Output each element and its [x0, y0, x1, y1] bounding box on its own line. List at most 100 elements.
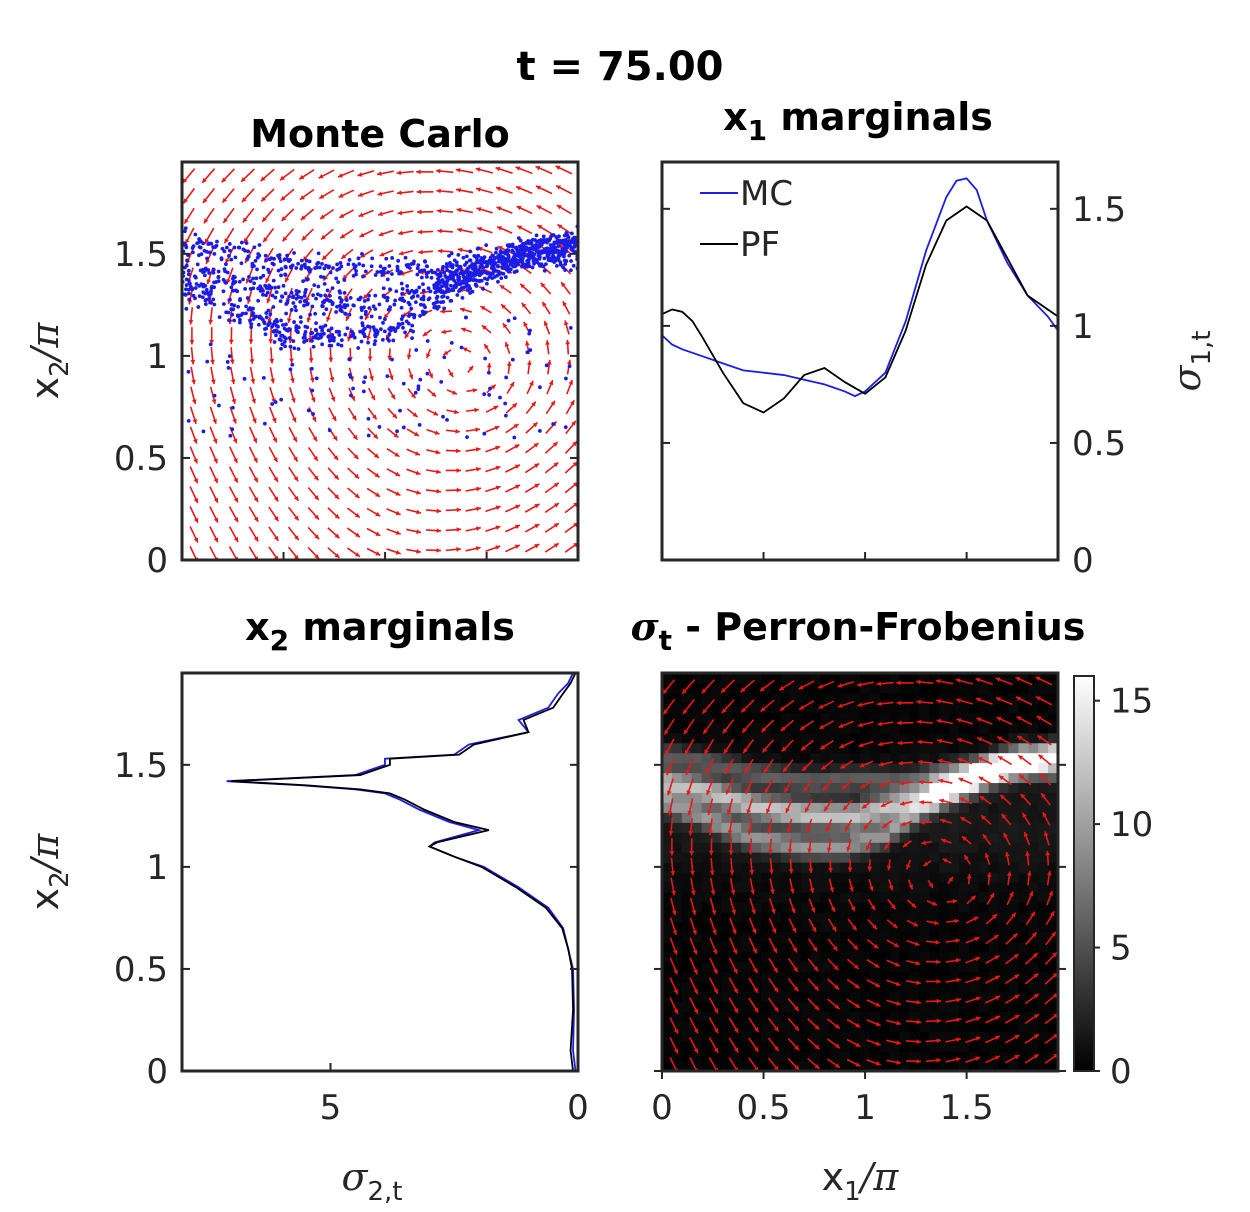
x1m-lines	[662, 177, 1058, 414]
heatmap-cell	[751, 1061, 762, 1071]
mc-point	[417, 423, 422, 427]
heatmap-cell	[820, 1061, 831, 1071]
heatmap-cell	[810, 901, 821, 913]
mc-point	[524, 245, 529, 250]
mc-point	[381, 286, 386, 291]
heatmap-cell	[711, 852, 722, 863]
heatmap-cell	[711, 971, 722, 983]
heatmap-cell	[929, 941, 940, 953]
vector-arrow-head	[499, 285, 505, 290]
heatmap-cell	[889, 971, 901, 983]
heatmap-cell	[662, 812, 673, 823]
heatmap-cell	[988, 782, 1000, 793]
heatmap-cell	[899, 991, 911, 1002]
mc-point	[271, 329, 276, 334]
mc-point	[562, 250, 567, 254]
heatmap-cell	[731, 981, 742, 992]
heatmap-cell	[889, 1001, 901, 1012]
heatmap-cell	[978, 1011, 990, 1022]
heatmap-cell	[671, 812, 683, 823]
heatmap-cell	[741, 752, 752, 764]
mc-point	[397, 322, 402, 327]
mc-point	[351, 386, 356, 391]
heatmap-cell	[879, 722, 891, 734]
heatmap-cell	[850, 712, 861, 724]
heatmap-cell	[790, 792, 802, 803]
mc-point	[260, 317, 265, 322]
heatmap-cell	[949, 1061, 960, 1071]
vector-arrow-head	[289, 358, 294, 364]
vector-arrow-head	[307, 337, 313, 343]
heatmap-cell	[959, 682, 970, 694]
heatmap-cell	[770, 702, 782, 714]
heatmap-cell	[711, 961, 722, 973]
heatmap-cell	[978, 702, 990, 714]
mc-point	[261, 273, 266, 278]
heatmap-cell	[1048, 872, 1058, 883]
mc-point	[186, 369, 191, 374]
heatmap-cell	[1048, 1031, 1058, 1042]
mc-point	[444, 265, 449, 269]
heatmap-cell	[1048, 1021, 1058, 1032]
vector-arrow-head	[787, 848, 793, 854]
heatmap-cell	[711, 762, 722, 774]
vector-arrow-head	[314, 495, 319, 501]
vector-arrow-head	[1038, 754, 1044, 760]
heatmap-cell	[691, 822, 703, 833]
vector-arrow-head	[376, 171, 382, 176]
vector-arrow-head	[822, 785, 828, 791]
heatmap-cell	[701, 951, 713, 963]
vector-arrow-head	[710, 890, 716, 895]
vector-arrow-head	[273, 496, 279, 502]
mc-point	[264, 286, 269, 290]
heatmap-cell	[820, 911, 831, 923]
heatmap-cell	[860, 911, 871, 923]
vector-arrow-head	[398, 230, 403, 236]
heatmap-cell	[929, 832, 940, 843]
vector-arrow-head	[329, 377, 335, 382]
mc-point	[358, 329, 363, 334]
x2m-lines	[226, 673, 577, 1071]
heatmap-cell	[691, 881, 703, 893]
mc-point	[244, 304, 248, 309]
vector-arrow-head	[966, 873, 972, 879]
heatmap-cell	[790, 822, 802, 833]
heatmap-cell	[780, 961, 792, 973]
vector-arrow-head	[1018, 755, 1024, 760]
mc-point	[563, 425, 568, 430]
pf-xlabel: x1/π	[822, 1155, 900, 1207]
heatmap-cell	[1038, 961, 1049, 973]
mc-point	[198, 268, 203, 273]
heatmap-cell	[899, 971, 911, 983]
heatmap-cell	[691, 991, 703, 1002]
vector-arrow-head	[408, 374, 414, 380]
heatmap-cell	[879, 732, 891, 744]
heatmap-cell	[869, 981, 881, 992]
vector-arrow-head	[1014, 994, 1020, 1000]
heatmap-cell	[850, 682, 861, 694]
vector-arrow-head	[730, 889, 736, 895]
vector-arrow-head	[693, 1008, 699, 1014]
heatmap-cell	[998, 941, 1010, 953]
heatmap-cell	[998, 732, 1010, 744]
vector-arrow-head	[892, 923, 898, 928]
heatmap-cell	[800, 1021, 812, 1032]
heatmap-cell	[889, 772, 901, 784]
heatmap-cell	[988, 1061, 1000, 1071]
heatmap-cell	[721, 852, 732, 863]
heatmap-cell	[741, 1031, 752, 1042]
heatmap-cell	[671, 842, 683, 853]
heatmap-cell	[1038, 722, 1049, 734]
vector-arrow-head	[713, 968, 718, 974]
heatmap-cell	[1028, 772, 1039, 784]
heatmap-cell	[711, 891, 722, 903]
mc-point	[238, 317, 242, 322]
vector-arrow-head	[713, 1008, 718, 1014]
heatmap-cell	[1038, 842, 1049, 853]
mc-point	[383, 317, 387, 322]
heatmap-cell	[820, 872, 831, 883]
vector-arrow-head	[270, 378, 276, 384]
vector-arrow-head	[753, 1027, 759, 1033]
heatmap-cell	[978, 712, 990, 724]
mc-point	[294, 288, 299, 293]
